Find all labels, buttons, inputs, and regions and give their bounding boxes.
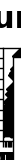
SR13668, 10 mg/kg, oral bbox=[8, 122, 9, 124]
Control bbox=[19, 56, 20, 58]
Line: SR13668, 30 mg/kg, oral: SR13668, 30 mg/kg, oral bbox=[0, 102, 21, 136]
Legend: Control, SR13668, 10 mg/kg, oral, SR13668, 30 mg/kg, oral, SR13668, 100 mg/kg, o: Control, SR13668, 10 mg/kg, oral, SR1366… bbox=[12, 58, 21, 160]
Line: SR13668, 10 mg/kg, oral: SR13668, 10 mg/kg, oral bbox=[0, 106, 21, 135]
SR13668, 30 mg/kg, oral bbox=[19, 107, 20, 109]
SR13668, 10 mg/kg, oral bbox=[19, 111, 20, 112]
Control bbox=[15, 74, 16, 76]
Control bbox=[8, 108, 9, 110]
SR13668, 100 mg/kg, oral bbox=[15, 121, 16, 123]
SR13668, 30 mg/kg, oral bbox=[15, 116, 16, 118]
Text: Figure 2: Figure 2 bbox=[0, 5, 21, 34]
SR13668, 30 mg/kg, oral bbox=[8, 125, 9, 127]
Line: Control: Control bbox=[0, 51, 21, 133]
Line: SR13668, 100 mg/kg, oral: SR13668, 100 mg/kg, oral bbox=[0, 108, 21, 137]
SR13668, 100 mg/kg, oral bbox=[19, 115, 20, 117]
SR13668, 10 mg/kg, oral bbox=[15, 115, 16, 117]
SR13668, 100 mg/kg, oral bbox=[8, 129, 9, 131]
